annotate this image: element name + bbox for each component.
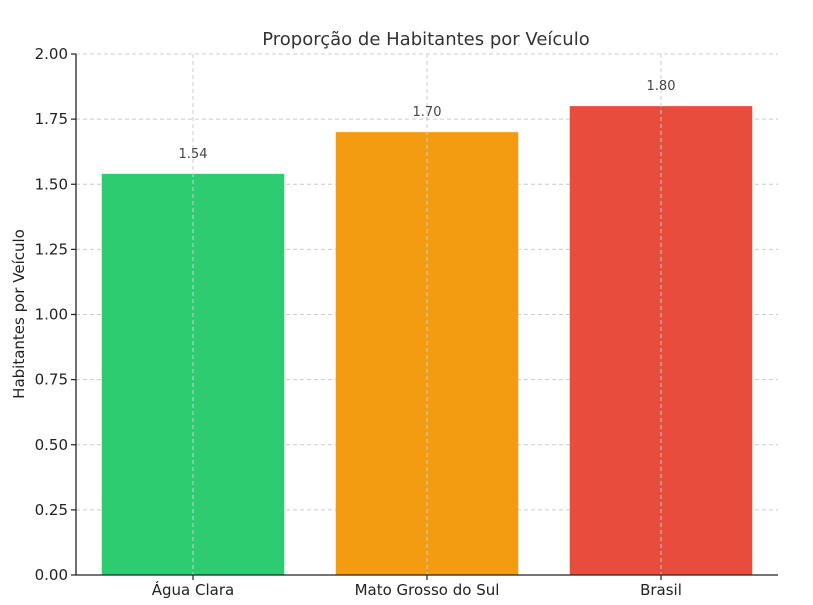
y-tick-label: 2.00 [35, 45, 68, 63]
chart-title: Proporção de Habitantes por Veículo [262, 29, 589, 50]
bar [335, 132, 519, 575]
bar [101, 173, 285, 575]
x-tick-label: Água Clara [152, 580, 234, 599]
y-tick-label: 1.25 [35, 240, 68, 258]
y-tick-label: 0.50 [35, 436, 68, 454]
y-tick-label: 0.00 [35, 566, 68, 584]
y-tick-label: 0.25 [35, 501, 68, 519]
y-tick-label: 1.00 [35, 306, 68, 324]
bars: 1.54 1.70 1.80 [101, 54, 753, 575]
axes: 0.00 0.25 0.50 0.75 1.00 1.25 1.50 1.75 2.00 Água… [35, 45, 778, 599]
y-axis-label: Habitantes por Veículo [10, 229, 28, 399]
bar-value-label: 1.54 [179, 147, 208, 162]
y-tick-label: 1.50 [35, 175, 68, 193]
x-tick-label: Brasil [640, 581, 682, 599]
bar-value-label: 1.70 [413, 105, 442, 120]
bar-value-label: 1.80 [647, 79, 676, 94]
x-tick-label: Mato Grosso do Sul [355, 581, 500, 599]
y-tick-label: 1.75 [35, 110, 68, 128]
y-tick-label: 0.75 [35, 371, 68, 389]
